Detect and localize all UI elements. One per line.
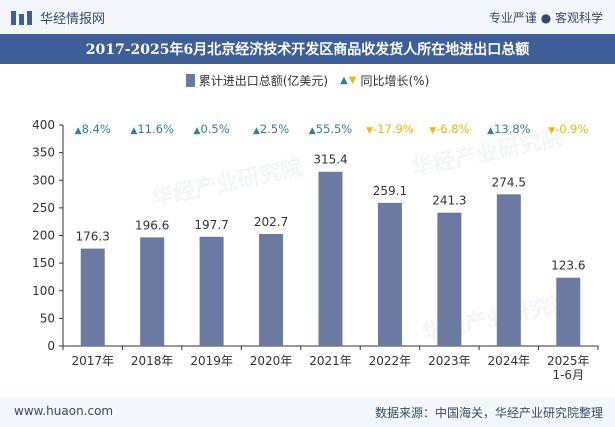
x-tick-label: 2022年	[369, 354, 412, 368]
x-tick-label: 2021年	[309, 354, 352, 368]
legend-label-total: 累计进出口总额(亿美元)	[198, 74, 329, 88]
bar-value-label: 274.5	[492, 175, 526, 189]
y-tick-label: 50	[40, 311, 55, 325]
y-tick-label: 250	[32, 201, 55, 215]
bar-value-label: 196.6	[135, 218, 169, 232]
bar-value-label: 123.6	[551, 259, 585, 273]
logo-icon	[11, 10, 32, 25]
x-tick-label: 2019年	[190, 354, 233, 368]
growth-label: ▼-6.8%	[429, 122, 469, 136]
bar	[259, 234, 284, 346]
legend-item-growth: ▲ ▼ 同比增长(%)	[340, 72, 429, 89]
bar-value-label: 259.1	[373, 184, 407, 198]
x-tick-label: 2020年	[250, 354, 293, 368]
bar	[318, 171, 343, 346]
bar-value-label: 197.7	[194, 218, 228, 232]
bar-value-label: 241.3	[432, 194, 466, 208]
growth-label: ▲2.5%	[253, 122, 289, 136]
x-tick-label: 2024年	[488, 354, 531, 368]
footer: www.huaon.com 数据来源：中国海关，华经产业研究院整理	[0, 397, 615, 427]
growth-label: ▲11.6%	[130, 122, 174, 136]
legend-label-growth: 同比增长(%)	[360, 74, 430, 88]
growth-label: ▼-17.9%	[366, 122, 414, 136]
y-tick-label: 350	[32, 146, 55, 160]
bar-chart: 0 50 100 150 200 250 300 350 400 176.3 2017年 ▲8.4% 1…	[32, 118, 599, 382]
growth-label: ▼-0.9%	[548, 122, 588, 136]
bar	[80, 248, 105, 346]
tagline: 专业严谨 ● 客观科学	[488, 11, 603, 25]
growth-label: ▲13.8%	[487, 122, 531, 136]
bar-value-label: 202.7	[254, 215, 288, 229]
x-tick-label: 2017年	[71, 354, 114, 368]
y-tick-label: 0	[47, 339, 55, 353]
top-bar: 华经情报网 专业严谨 ● 客观科学	[0, 0, 615, 34]
legend-bar-swatch	[185, 74, 195, 87]
bar	[140, 237, 165, 346]
y-tick-label: 150	[32, 256, 55, 270]
bar	[437, 212, 462, 346]
chart-title: 2017-2025年6月北京经济技术开发区商品收发货人所在地进出口总额	[0, 34, 615, 64]
growth-label: ▲0.5%	[194, 122, 230, 136]
bar	[556, 277, 581, 346]
growth-label: ▲8.4%	[75, 122, 111, 136]
bar	[377, 202, 402, 346]
y-tick-label: 100	[32, 284, 55, 298]
x-tick-label: 2018年	[131, 354, 174, 368]
footer-url: www.huaon.com	[14, 404, 114, 418]
bar-value-label: 176.3	[76, 230, 110, 244]
x-tick-label: 2023年	[428, 354, 471, 368]
x-tick-label: 2025年 1-6月	[547, 354, 590, 382]
growth-label: ▲55.5%	[309, 122, 353, 136]
bar-value-label: 315.4	[313, 153, 347, 167]
y-tick-label: 200	[32, 229, 55, 243]
triangle-up-icon: ▲	[340, 75, 348, 86]
legend: 累计进出口总额(亿美元) ▲ ▼ 同比增长(%)	[0, 72, 615, 89]
legend-item-total: 累计进出口总额(亿美元)	[185, 72, 329, 89]
logo: 华经情报网	[10, 8, 105, 27]
triangle-down-icon: ▼	[348, 75, 357, 86]
footer-source: 数据来源：中国海关，华经产业研究院整理	[374, 406, 603, 420]
y-tick-label: 300	[32, 173, 55, 187]
bar	[199, 236, 224, 346]
logo-text: 华经情报网	[40, 12, 106, 27]
y-tick-label: 400	[32, 118, 55, 132]
bar	[496, 194, 521, 346]
